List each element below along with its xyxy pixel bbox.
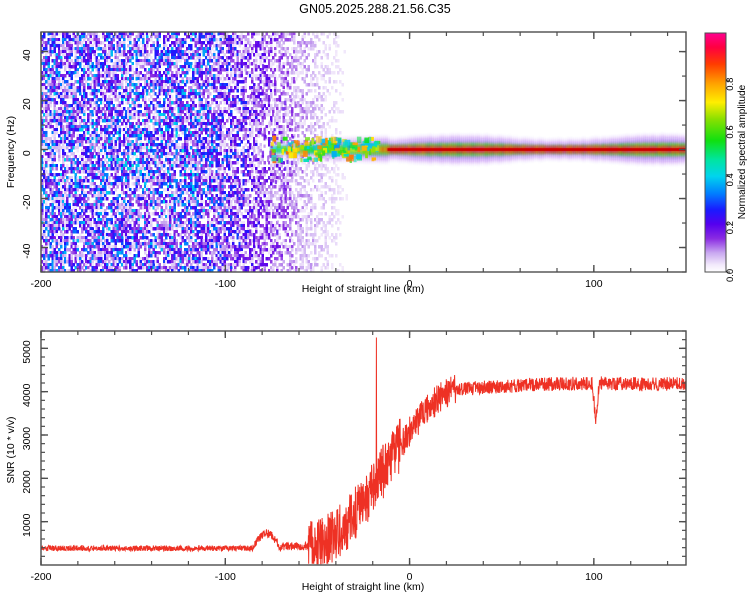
snr-ticks [40, 330, 686, 565]
colorbar-ticks [726, 80, 730, 273]
spectrogram-ticks [40, 32, 686, 273]
spectrogram-frame [40, 31, 687, 273]
snr-trace-group [41, 337, 686, 565]
snr-frame [40, 330, 687, 566]
spectrogram-yaxis-label: Frequency (Hz) [5, 116, 17, 188]
snr-trace [41, 337, 686, 565]
colorbar-label: Normalized spectral amplitude [737, 84, 748, 219]
snr-yaxis-label: SNR (10 * v/v) [5, 416, 17, 483]
spectrogram-image [41, 32, 686, 272]
colorbar-tick-labels: 0.00.20.40.60.8 [725, 78, 736, 282]
figure-title: GN05.2025.288.21.56.C35 [299, 2, 451, 16]
colorbar: 0.00.20.40.60.8 Normalized spectral ampl… [704, 32, 748, 282]
colorbar-gradient [705, 33, 726, 272]
spectrogram-xaxis-label: Height of straight line (km) [302, 283, 425, 295]
snr-plot-area [41, 331, 686, 565]
snr-xaxis-label: Height of straight line (km) [302, 581, 425, 593]
colorbar-frame [704, 32, 727, 273]
